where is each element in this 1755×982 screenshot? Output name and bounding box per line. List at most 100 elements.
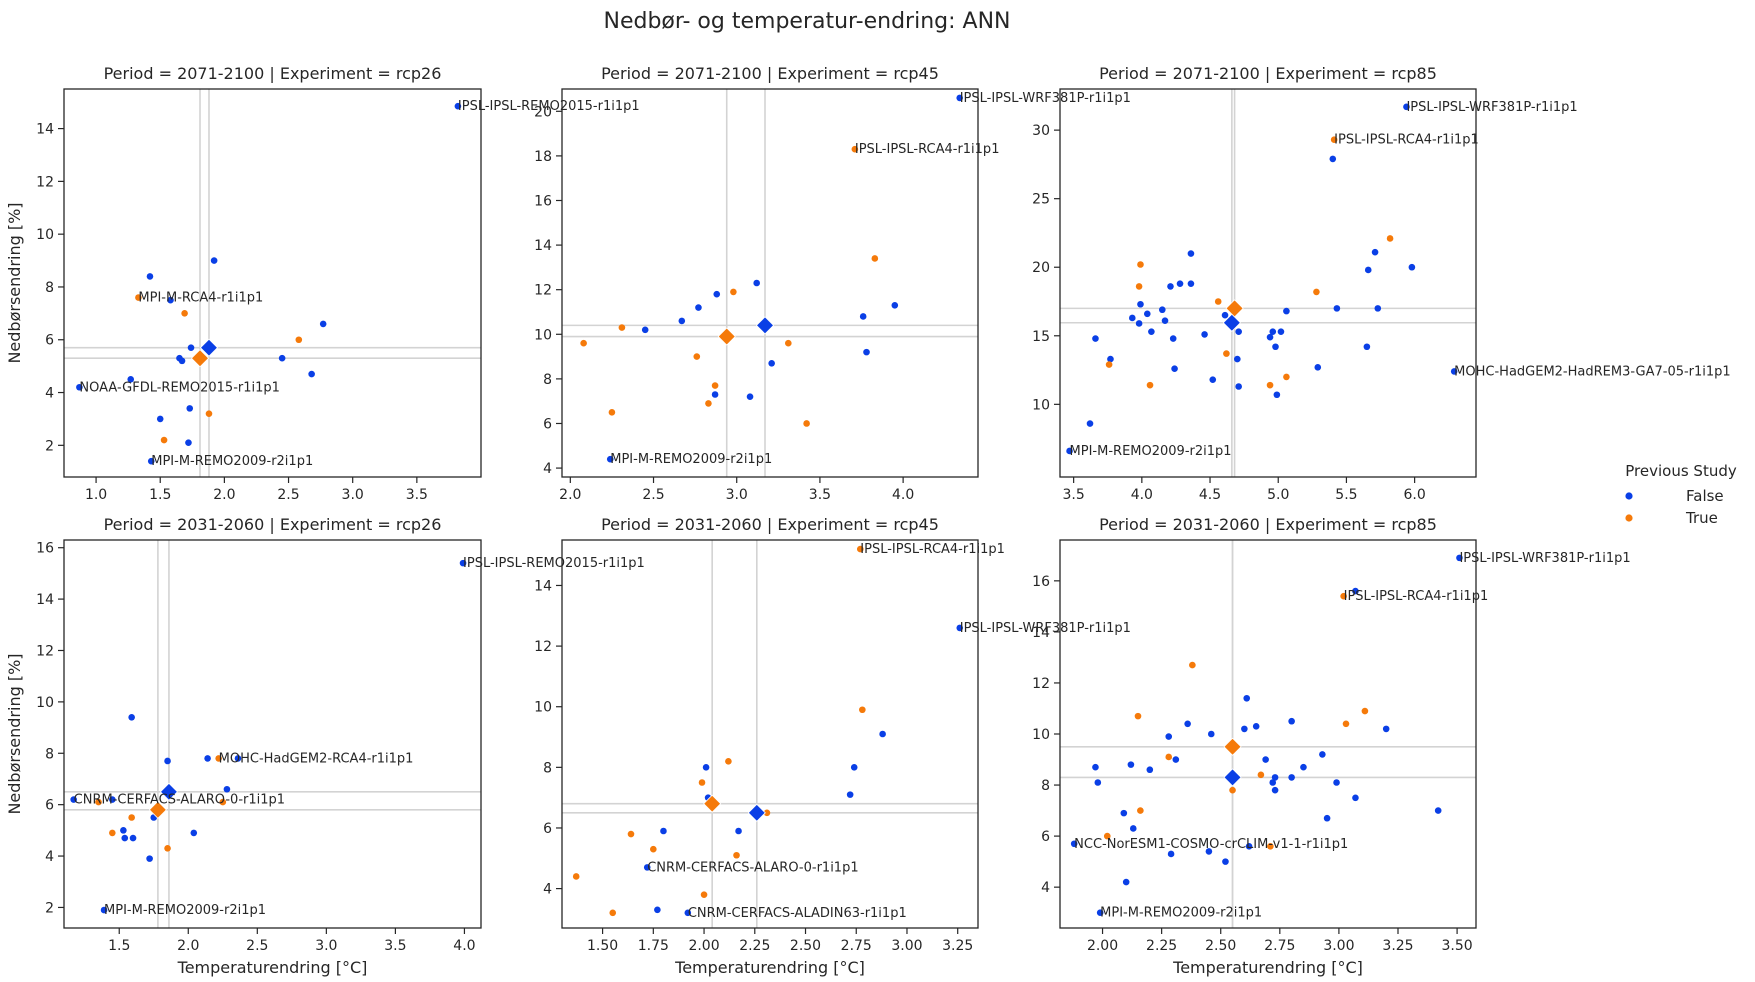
point-false [127, 376, 135, 383]
point-false [1329, 155, 1337, 163]
point-true [1146, 381, 1154, 389]
panel-frame [561, 539, 979, 929]
point-true [725, 757, 732, 765]
panel-title: Period = 2071-2100 | Experiment = rcp45 [601, 64, 939, 83]
point-false [1129, 825, 1137, 832]
point-false [1266, 333, 1274, 341]
point-false [695, 304, 702, 311]
point-false [146, 273, 154, 280]
mean-diamond-false [747, 803, 766, 822]
mean-diamond-true [190, 349, 210, 368]
panel-title: Period = 2071-2100 | Experiment = rcp26 [104, 64, 442, 83]
y-tick-label: 25 [1032, 192, 1050, 208]
point-true [181, 310, 188, 317]
point-false [1371, 248, 1379, 256]
legend-label-true: True [1685, 509, 1718, 527]
point-false [678, 317, 686, 325]
annotation-label: IPSL-IPSL-WRF381P-r1i1p1 [960, 621, 1131, 636]
point-false [1094, 779, 1102, 786]
panel-title: Period = 2031-2060 | Experiment = rcp85 [1099, 515, 1437, 534]
point-true [700, 891, 708, 898]
annotation-label: CNRM-CERFACS-ALARO-0-r1i1p1 [74, 793, 285, 808]
point-true [711, 382, 719, 389]
point-false [606, 455, 614, 463]
point-true [851, 145, 859, 153]
point-false [1092, 335, 1099, 342]
y-tick-label: 4 [45, 849, 54, 865]
point-true [1214, 298, 1222, 305]
x-tick-label: 2.5 [642, 487, 664, 503]
point-false [1323, 814, 1331, 822]
mean-diamond-false [159, 782, 179, 801]
point-true [1340, 592, 1347, 600]
point-false [186, 405, 194, 412]
point-true [763, 809, 771, 817]
point-false [167, 296, 174, 304]
point-false [109, 796, 116, 803]
point-false [1288, 717, 1295, 725]
point-false [1243, 694, 1251, 702]
x-tick-label: 5.5 [1335, 487, 1357, 503]
point-false [1128, 314, 1136, 322]
panel-6: Period = 2031-2060 | Experiment = rcp85 2… [1032, 515, 1630, 977]
point-true [1229, 786, 1236, 794]
y-tick-label: 16 [1032, 574, 1050, 590]
y-tick-label: 10 [534, 327, 552, 343]
point-false [1408, 263, 1416, 271]
point-false [1066, 447, 1073, 455]
y-tick-label: 14 [534, 578, 552, 594]
panel-title: Period = 2031-2060 | Experiment = rcp26 [104, 515, 442, 534]
annotation-label: IPSL-IPSL-WRF381P-r1i1p1 [1406, 100, 1577, 115]
point-false [146, 855, 153, 862]
annotations: IPSL-IPSL-WRF381P-r1i1p1 IPSL-IPSL-RCA4-r… [1074, 551, 1630, 921]
annotations: IPSL-IPSL-RCA4-r1i1p1 IPSL-IPSL-WRF381P-r… [647, 542, 1131, 921]
x-tick-label: 4.0 [1131, 487, 1153, 503]
legend-title: Previous Study [1625, 462, 1737, 480]
point-false [1382, 725, 1390, 733]
point-true [693, 353, 701, 360]
point-false [1283, 307, 1290, 315]
point-false [1272, 343, 1279, 351]
point-false [1201, 331, 1208, 338]
point-true [705, 400, 712, 407]
point-false [1120, 809, 1128, 817]
point-true [215, 755, 222, 762]
x-tick-label: 2.25 [1146, 938, 1177, 954]
legend-marker-true [1625, 514, 1633, 522]
point-true [1189, 661, 1196, 669]
x-tick-label: 2.25 [739, 938, 770, 954]
point-false [1450, 368, 1458, 375]
point-false [1172, 756, 1180, 763]
annotation-label: NOAA-GFDL-REMO2015-r1i1p1 [79, 380, 280, 395]
legend: Previous Study False True [1625, 462, 1737, 527]
y-tick-label: 10 [1032, 397, 1050, 413]
mean-diamond-false [755, 316, 775, 335]
y-tick-label: 12 [534, 639, 552, 655]
point-true [1386, 235, 1394, 242]
point-false [1207, 730, 1215, 738]
annotations: IPSL-IPSL-REMO2015-r1i1p1 MOHC-HadGEM2-RC… [74, 556, 645, 918]
point-false [1176, 280, 1184, 287]
point-false [234, 755, 242, 762]
point-false [753, 279, 760, 287]
x-tick-label: 3.00 [1323, 938, 1354, 954]
reference-lines [1060, 89, 1476, 477]
x-tick-label: 2.00 [1087, 938, 1118, 954]
x-tick-label: 3.0 [315, 938, 337, 954]
point-false [1127, 761, 1135, 768]
y-tick-label: 12 [36, 643, 54, 659]
y-tick-label: 8 [45, 746, 54, 762]
annotation-label: IPSL-IPSL-RCA4-r1i1p1 [1344, 589, 1489, 604]
point-true [627, 830, 635, 838]
annotation-label: MPI-M-REMO2009-r2i1p1 [104, 903, 266, 918]
mean-diamond-true [703, 794, 722, 813]
point-false [1221, 311, 1229, 319]
panel-5: Period = 2031-2060 | Experiment = rcp45 1… [534, 515, 1131, 977]
point-true [1135, 283, 1143, 290]
point-true [295, 336, 303, 344]
point-false [1086, 420, 1094, 427]
x-tick-label: 1.5 [108, 938, 130, 954]
x-tick-label: 3.5 [1063, 487, 1085, 503]
point-false [1167, 283, 1174, 290]
